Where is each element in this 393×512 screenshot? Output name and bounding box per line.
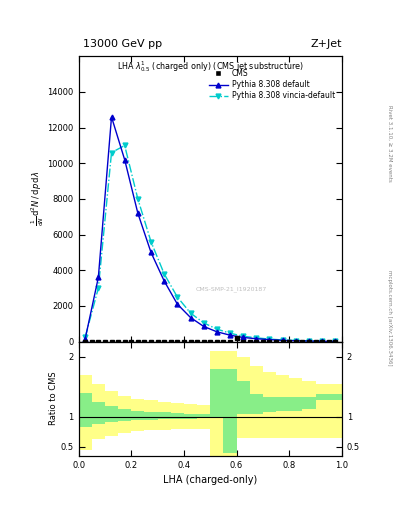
Legend: CMS, Pythia 8.308 default, Pythia 8.308 vincia-default: CMS, Pythia 8.308 default, Pythia 8.308 … bbox=[206, 66, 338, 103]
Y-axis label: Ratio to CMS: Ratio to CMS bbox=[49, 372, 58, 425]
Text: 13000 GeV pp: 13000 GeV pp bbox=[83, 38, 162, 49]
Text: Rivet 3.1.10, ≥ 3.2M events: Rivet 3.1.10, ≥ 3.2M events bbox=[387, 105, 392, 182]
X-axis label: LHA (charged-only): LHA (charged-only) bbox=[163, 475, 257, 485]
Y-axis label: $\frac{1}{\mathrm{d}N}\,\mathrm{d}^2N\,/\,\mathrm{d}p\,\mathrm{d}\lambda$: $\frac{1}{\mathrm{d}N}\,\mathrm{d}^2N\,/… bbox=[30, 172, 46, 226]
Text: mcplots.cern.ch [arXiv:1306.3436]: mcplots.cern.ch [arXiv:1306.3436] bbox=[387, 270, 392, 365]
Text: CMS-SMP-21_I1920187: CMS-SMP-21_I1920187 bbox=[196, 286, 267, 292]
Text: Z+Jet: Z+Jet bbox=[310, 38, 342, 49]
Text: LHA $\lambda^{1}_{0.5}$ (charged only) (CMS jet substructure): LHA $\lambda^{1}_{0.5}$ (charged only) (… bbox=[117, 59, 304, 74]
